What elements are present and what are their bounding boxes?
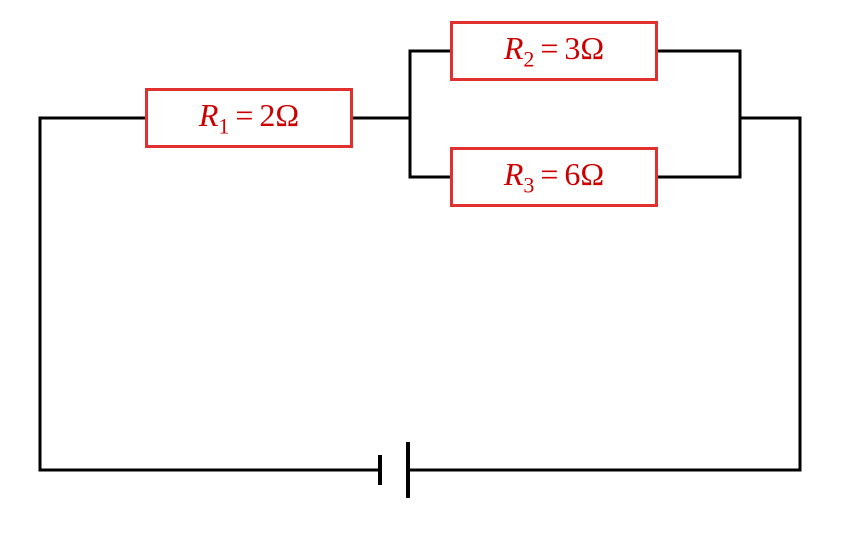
resistor-r3: R3=6Ω	[450, 147, 658, 207]
resistor-r3-label: R3=6Ω	[504, 156, 604, 198]
resistor-r1: R1=2Ω	[145, 88, 353, 148]
resistor-r1-label: R1=2Ω	[199, 97, 299, 139]
circuit-wires	[0, 0, 867, 535]
resistor-r2: R2=3Ω	[450, 21, 658, 81]
resistor-r2-label: R2=3Ω	[504, 30, 604, 72]
